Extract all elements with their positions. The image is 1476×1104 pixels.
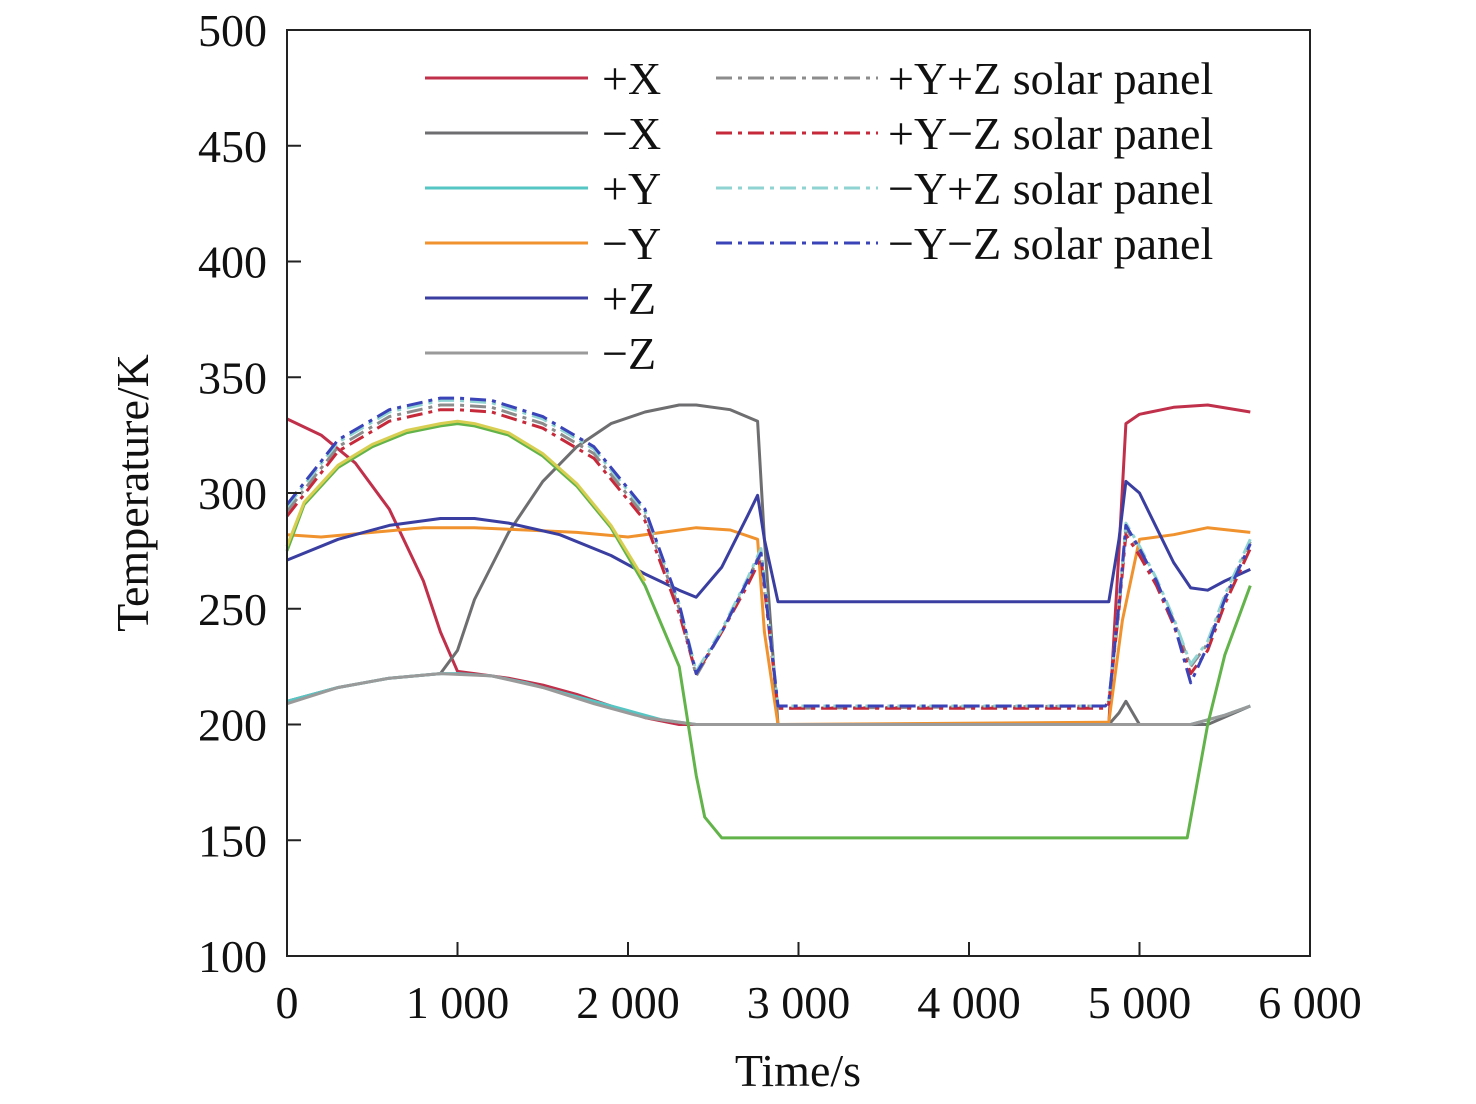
legend-label: +Y−Z solar panel bbox=[888, 108, 1213, 159]
legend-entry-minus-y: −Y bbox=[425, 218, 661, 269]
y-tick-label: 300 bbox=[198, 468, 267, 519]
x-tick-label: 4 000 bbox=[917, 977, 1021, 1028]
legend-entry-minus-yplusminus-z-solar-panel: −Y+Z solar panel bbox=[716, 163, 1213, 214]
y-tick-label: 100 bbox=[198, 931, 267, 982]
x-tick-label: 3 000 bbox=[747, 977, 851, 1028]
legend-entry-plusminus-x: +X bbox=[425, 53, 661, 104]
x-tick-label: 0 bbox=[276, 977, 299, 1028]
legend-label: −Y−Z solar panel bbox=[888, 218, 1213, 269]
series-line-unlabeled-7 bbox=[285, 419, 647, 582]
legend-label: +X bbox=[602, 53, 661, 104]
y-tick-label: 400 bbox=[198, 237, 267, 288]
legend-entry-plusminus-z: +Z bbox=[425, 273, 656, 324]
series-line-plusminus-y bbox=[286, 672, 1251, 726]
legend-entry-minus-yminus-z-solar-panel: −Y−Z solar panel bbox=[716, 218, 1213, 269]
series-line-minus-yminus-z-solar-panel bbox=[285, 396, 1252, 708]
y-tick-label: 150 bbox=[198, 815, 267, 866]
series-line-minus-x bbox=[286, 403, 1251, 726]
x-tick-label: 2 000 bbox=[576, 977, 680, 1028]
y-tick-label: 200 bbox=[198, 700, 267, 751]
legend-entry-plusminus-yminus-z-solar-panel: +Y−Z solar panel bbox=[716, 108, 1213, 159]
legend-label: +Y bbox=[602, 163, 661, 214]
y-tick-label: 450 bbox=[198, 121, 267, 172]
y-tick-label: 250 bbox=[198, 584, 267, 635]
y-axis-title: Temperature/K bbox=[107, 354, 158, 632]
series-line-minus-y bbox=[286, 526, 1251, 726]
legend-entry-plusminus-y: +Y bbox=[425, 163, 661, 214]
series-line-unlabeled-6 bbox=[285, 422, 1252, 840]
series-line-plusminus-z bbox=[286, 479, 1251, 604]
x-tick-label: 5 000 bbox=[1088, 977, 1192, 1028]
legend-label: −Y bbox=[602, 218, 661, 269]
x-axis-title: Time/s bbox=[735, 1045, 861, 1096]
y-tick-label: 350 bbox=[198, 352, 267, 403]
legend-label: +Z bbox=[602, 273, 656, 324]
series-layer bbox=[285, 396, 1252, 840]
ticks-layer: 0 1 000 2 000 3 000 4 000 5 000 6 000 100 150 200… bbox=[198, 5, 1362, 1028]
plot-frame bbox=[286, 29, 1311, 957]
legend-label: −Y+Z solar panel bbox=[888, 163, 1213, 214]
y-tick-label: 500 bbox=[198, 5, 267, 56]
legend-entry-plusminus-yplusminus-z-solar-panel: +Y+Z solar panel bbox=[716, 53, 1213, 104]
x-tick-label: 1 000 bbox=[406, 977, 510, 1028]
legend-entry-minus-z: −Z bbox=[425, 328, 656, 379]
x-tick-label: 6 000 bbox=[1258, 977, 1362, 1028]
series-line-minus-yplusminus-z-solar-panel bbox=[285, 398, 1252, 708]
legend: +X−X+Y−Y+Z−Z +Y+Z solar panel+Y−Z solar p… bbox=[425, 53, 1213, 379]
legend-entry-minus-x: −X bbox=[425, 108, 661, 159]
series-line-minus-z bbox=[286, 672, 1251, 726]
legend-label: −Z bbox=[602, 328, 656, 379]
legend-label: +Y+Z solar panel bbox=[888, 53, 1213, 104]
legend-label: −X bbox=[602, 108, 661, 159]
